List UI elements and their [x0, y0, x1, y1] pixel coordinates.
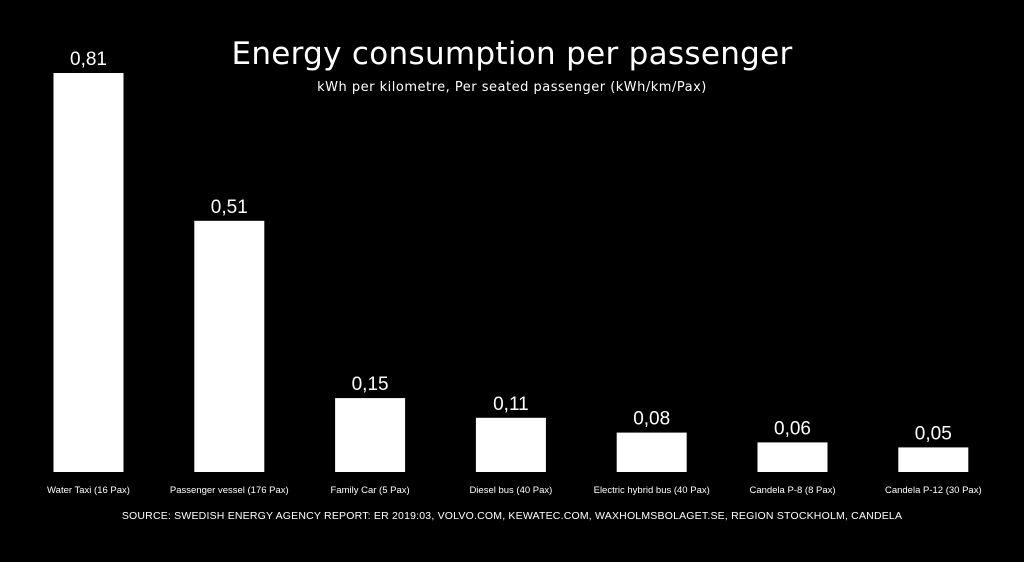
- bar: [335, 398, 406, 472]
- category-label: Electric hybrid bus (40 Pax): [594, 485, 710, 496]
- bar: [616, 432, 687, 472]
- bar: [757, 442, 828, 472]
- category-label: Diesel bus (40 Pax): [469, 485, 552, 496]
- category-label: Family Car (5 Pax): [331, 485, 410, 496]
- bar-value-label: 0,08: [633, 409, 670, 430]
- bar-value-label: 0,51: [211, 197, 248, 218]
- bar-value-label: 0,05: [915, 423, 952, 444]
- chart-title: Energy consumption per passenger: [231, 36, 793, 72]
- chart-subtitle: kWh per kilometre, Per seated passenger …: [317, 80, 707, 95]
- bar: [898, 447, 969, 472]
- bar: [53, 73, 124, 472]
- bar: [194, 220, 265, 472]
- bar-value-label: 0,06: [774, 418, 811, 439]
- category-label: Candela P-12 (30 Pax): [885, 485, 982, 496]
- category-label: Passenger vessel (176 Pax): [170, 485, 289, 496]
- category-label: Candela P-8 (8 Pax): [749, 485, 835, 496]
- category-label: Water Taxi (16 Pax): [47, 485, 130, 496]
- bar: [475, 417, 546, 472]
- bar-value-label: 0,11: [493, 394, 529, 415]
- bar-value-label: 0,81: [70, 49, 107, 70]
- source-note: SOURCE: SWEDISH ENERGY AGENCY REPORT: ER…: [121, 510, 903, 522]
- bar-value-label: 0,15: [352, 374, 389, 395]
